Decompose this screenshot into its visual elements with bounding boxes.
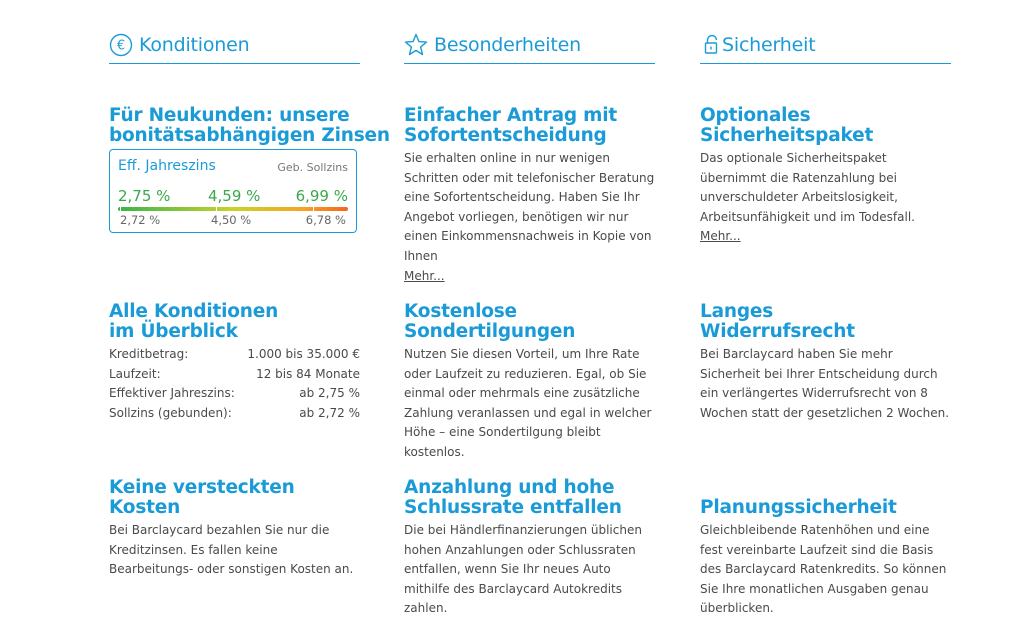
header-sicherheit: Sicherheit	[700, 32, 951, 64]
eff-rate-mid: 4,59 %	[208, 187, 261, 205]
header-title: Besonderheiten	[434, 34, 581, 56]
section-title: Alle Konditionen im Überblick	[109, 301, 279, 342]
svg-text:€: €	[117, 39, 125, 54]
table-row: Laufzeit: 12 bis 84 Monate	[109, 366, 360, 381]
section-neukunden: Für Neukunden: unsere bonitätsabhängigen …	[109, 105, 390, 233]
mehr-link[interactable]: Mehr...	[700, 229, 741, 244]
section-title: Für Neukunden: unsere bonitätsabhängigen …	[109, 105, 390, 146]
gradient-tick	[313, 206, 314, 212]
table-row: Kreditbetrag: 1.000 bis 35.000 €	[109, 347, 360, 361]
soll-rate-low: 2,72 %	[120, 213, 161, 227]
soll-rate-mid: 4,50 %	[211, 213, 252, 227]
section-alle-konditionen: Alle Konditionen im Überblick Kreditbetra…	[109, 302, 360, 423]
section-title: Optionales Sicherheitspaket	[700, 105, 874, 146]
section-body: Nutzen Sie diesen Vorteil, um Ihre Rate …	[404, 347, 652, 459]
section-body: Bei Barclaycard haben Sie mehr Sicherhei…	[700, 347, 950, 420]
conditions-table: Kreditbetrag: 1.000 bis 35.000 € Laufzeit…	[109, 345, 360, 423]
eff-jahreszins-label: Eff. Jahreszins	[118, 158, 216, 174]
section-body: Sie erhalten online in nur wenigen Schri…	[404, 151, 655, 283]
section-einfacher-antrag: Einfacher Antrag mit Sofortentscheidung S…	[404, 106, 655, 286]
star-icon	[404, 33, 428, 56]
header-konditionen: € Konditionen	[109, 32, 360, 64]
section-planungssicherheit: Planungssicherheit Gleichbleibende Raten…	[700, 498, 951, 619]
eff-rate-high: 6,99 %	[295, 187, 348, 205]
header-besonderheiten: Besonderheiten	[404, 32, 655, 64]
section-body: Das optionale Sicherheitspaket übernimmt…	[700, 151, 915, 244]
euro-circle-icon: €	[109, 33, 133, 57]
table-row: Effektiver Jahreszins: ab 2,75 %	[109, 386, 360, 401]
geb-sollzins-label: Geb. Sollzins	[277, 161, 348, 174]
header-title: Konditionen	[139, 34, 250, 56]
table-row: Sollzins (gebunden): ab 2,72 %	[109, 405, 360, 420]
mehr-link[interactable]: Mehr...	[404, 268, 445, 283]
section-anzahlung: Anzahlung und hohe Schlussrate entfallen …	[404, 478, 655, 619]
rate-gradient-bar	[118, 207, 348, 211]
section-title: Kostenlose Sondertilgungen	[404, 301, 576, 342]
section-title: Langes Widerrufsrecht	[700, 301, 855, 342]
section-widerrufsrecht: Langes Widerrufsrecht Bei Barclaycard hab…	[700, 302, 951, 423]
section-title: Keine versteckten Kosten	[109, 477, 295, 518]
rate-box: Eff. Jahreszins Geb. Sollzins 2,75 % 4,5…	[109, 149, 357, 233]
gradient-tick	[120, 206, 121, 212]
header-title: Sicherheit	[722, 34, 816, 56]
section-sondertilgungen: Kostenlose Sondertilgungen Nutzen Sie die…	[404, 302, 655, 463]
section-title: Planungssicherheit	[700, 497, 897, 518]
section-title: Anzahlung und hohe Schlussrate entfallen	[404, 477, 622, 518]
section-body: Die bei Händlerfinanzierungen üblichen h…	[404, 523, 642, 616]
section-body: Bei Barclaycard bezahlen Sie nur die Kre…	[109, 523, 354, 577]
padlock-icon	[704, 34, 718, 54]
section-sicherheitspaket: Optionales Sicherheitspaket Das optionale…	[700, 106, 951, 247]
gradient-tick	[216, 206, 217, 212]
section-keine-versteckten-kosten: Keine versteckten Kosten Bei Barclaycard …	[109, 478, 360, 580]
soll-rate-high: 6,78 %	[305, 213, 346, 227]
eff-rate-low: 2,75 %	[118, 187, 171, 205]
section-body: Gleichbleibende Ratenhöhen und eine fest…	[700, 523, 947, 616]
section-title: Einfacher Antrag mit Sofortentscheidung	[404, 105, 618, 146]
